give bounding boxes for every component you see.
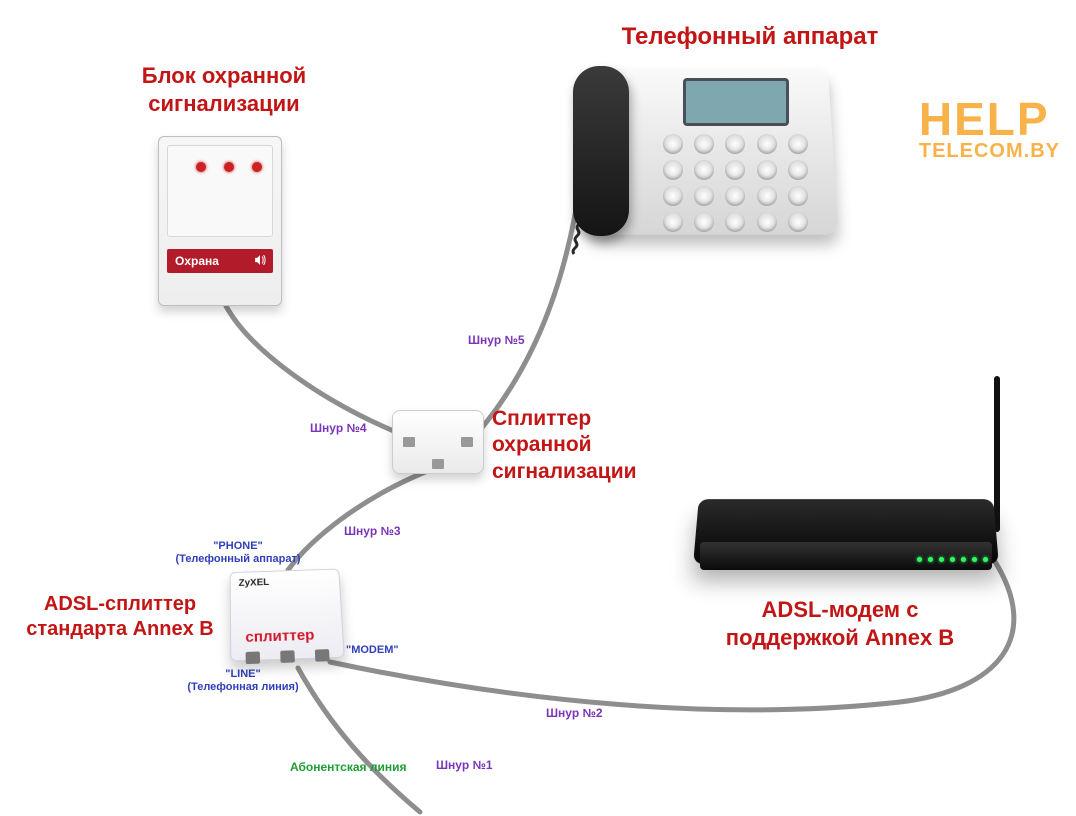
led-icon [961, 557, 966, 562]
cable3-label: Шнур №3 [344, 524, 401, 538]
alarm-led-icon [196, 162, 206, 172]
watermark-line2: TELECOM.BY [919, 140, 1060, 163]
splitter-security-title: Сплиттер охранной сигнализации [492, 406, 692, 485]
led-icon [972, 557, 977, 562]
alarm-band: Охрана [167, 249, 273, 273]
splitter-port-icon [432, 459, 444, 469]
modem-front [700, 542, 992, 570]
led-icon [928, 557, 933, 562]
splitter-brand: ZyXEL [239, 577, 270, 588]
port-modem-label: "MODEM" [346, 644, 399, 657]
cable5-label: Шнур №5 [468, 333, 525, 347]
modem-title: ADSL-модем с поддержкой Annex B [680, 596, 1000, 651]
led-icon [950, 557, 955, 562]
security-splitter-device [392, 410, 484, 474]
alarm-faceplate [167, 145, 273, 237]
splitter-adsl-title: ADSL-сплиттер стандарта Annex B [10, 592, 230, 642]
speaker-icon [253, 253, 267, 267]
phone-handset [573, 66, 629, 236]
splitter-port-icon [280, 650, 295, 663]
alarm-led-icon [224, 162, 234, 172]
antenna-icon [994, 376, 1000, 532]
alarm-band-text: Охрана [175, 254, 219, 268]
subscriber-line-label: Абонентская линия [290, 760, 406, 774]
led-icon [939, 557, 944, 562]
desk-phone-device [553, 60, 833, 255]
splitter-port-icon [461, 437, 473, 447]
phone-title: Телефонный аппарат [580, 22, 920, 52]
alarm-led-icon [252, 162, 262, 172]
cable2-label: Шнур №2 [546, 706, 603, 720]
splitter-port-icon [403, 437, 415, 447]
alarm-device: Охрана [158, 136, 282, 306]
splitter-port-icon [315, 649, 330, 662]
watermark: HELP TELECOM.BY [919, 92, 1060, 163]
led-icon [983, 557, 988, 562]
adsl-modem-device [696, 430, 1006, 580]
splitter-word: сплиттер [245, 627, 315, 646]
port-phone-label: "PHONE" (Телефонный аппарат) [168, 540, 308, 566]
cable1-label: Шнур №1 [436, 758, 493, 772]
watermark-line1: HELP [919, 92, 1060, 146]
modem-leds [917, 557, 988, 562]
alarm-title: Блок охранной сигнализации [104, 62, 344, 117]
cable4-label: Шнур №4 [310, 421, 367, 435]
led-icon [917, 557, 922, 562]
port-line-label: "LINE" (Телефонная линия) [178, 668, 308, 694]
splitter-port-icon [246, 651, 261, 664]
phone-screen [683, 78, 789, 126]
adsl-splitter-device: ZyXEL сплиттер [230, 569, 345, 662]
phone-keypad [663, 134, 813, 226]
